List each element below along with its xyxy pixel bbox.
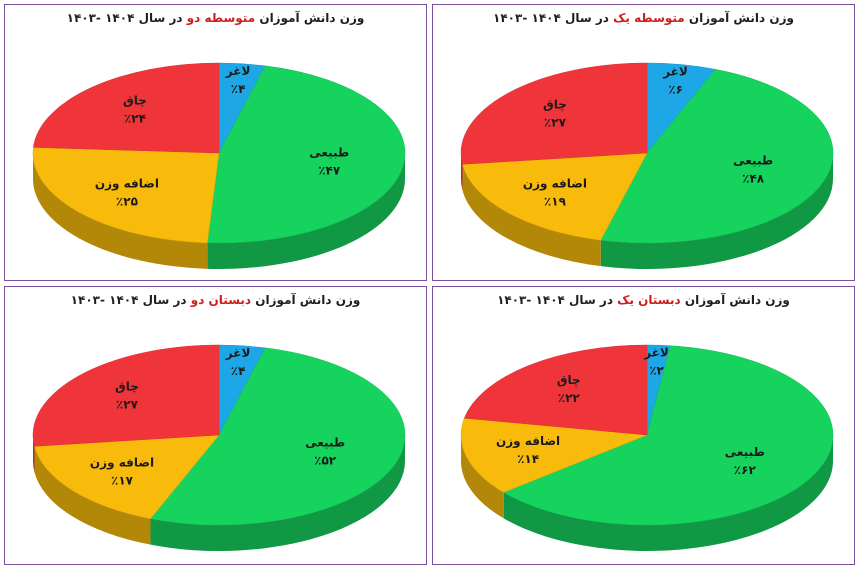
title-suffix: در سال ۱۴۰۴ -۱۴۰۳: [497, 293, 613, 307]
slice-value-2: ٪۱۴: [517, 452, 539, 466]
slice-value-0: ٪۲: [649, 363, 664, 377]
slice-label-2: اضافه وزن: [523, 176, 587, 191]
pie-chart: لاغر ٪۲ طبیعی ٪۶۲ اضافه وزن ٪۱۴ چاق ٪۲۲: [460, 344, 834, 551]
slice-label-1: طبیعی: [305, 436, 345, 450]
title-highlight: دبستان دو: [190, 293, 252, 307]
pie-side-2: [34, 446, 151, 545]
pie-side-2: [461, 435, 504, 519]
slice-value-1: ٪۶۲: [734, 463, 757, 477]
pie-slice-1: [150, 347, 406, 526]
slice-label-3: چاق: [557, 373, 581, 387]
slice-label-0: لاغر: [225, 64, 251, 78]
pie-side-1: [150, 435, 405, 551]
slice-value-3: ٪۲۷: [116, 398, 139, 412]
title-suffix: در سال ۱۴۰۴ -۱۴۰۳: [66, 11, 183, 25]
pie-slice-1: [600, 69, 834, 244]
slice-label-3: چاق: [115, 380, 139, 394]
chart-title: وزن دانش آموزان متوسطه دو در سال ۱۴۰۴ -۱…: [5, 11, 426, 25]
chart-title: وزن دانش آموزان دبستان دو در سال ۱۴۰۴ -۱…: [5, 293, 426, 307]
title-suffix: در سال ۱۴۰۴ -۱۴۰۳: [70, 293, 187, 307]
pie-side-1: [503, 435, 833, 551]
slice-value-2: ٪۱۷: [111, 473, 134, 487]
slice-value-1: ٪۴۷: [318, 163, 341, 177]
title-prefix: وزن دانش آموزان: [688, 11, 794, 25]
chart-panel-secondary-1: وزن دانش آموزان متوسطه یک در سال ۱۴۰۴ -۱…: [432, 4, 855, 281]
pie-side-2: [33, 153, 208, 269]
pie-chart: لاغر ٪۴ طبیعی ٪۴۷ اضافه وزن ٪۲۵ چاق ٪۲۴: [32, 62, 406, 269]
pie-slice-2: [34, 434, 220, 519]
slice-value-1: ٪۵۲: [314, 454, 337, 468]
pie-slice-3: [463, 344, 648, 436]
slice-label-3: چاق: [543, 98, 567, 112]
pie-slice-1: [207, 65, 406, 244]
title-suffix: در سال ۱۴۰۴ -۱۴۰۳: [493, 11, 609, 25]
pie-slice-3: [33, 62, 220, 154]
title-prefix: وزن دانش آموزان: [259, 11, 365, 25]
pie-side-3: [461, 153, 463, 191]
pie-side-1: [600, 153, 833, 269]
slice-label-2: اضافه وزن: [90, 455, 154, 470]
pie-slice-1: [503, 345, 834, 526]
slice-label-1: طبیعی: [733, 154, 773, 168]
chart-title: وزن دانش آموزان متوسطه یک در سال ۱۴۰۴ -۱…: [433, 11, 854, 25]
pie-slice-2: [462, 152, 648, 241]
chart-panel-elementary-2: وزن دانش آموزان دبستان دو در سال ۱۴۰۴ -۱…: [4, 286, 427, 565]
title-highlight: دبستان یک: [617, 293, 681, 307]
pie-slice-2: [460, 417, 648, 493]
pie-side-3: [33, 435, 35, 473]
slice-label-3: چاق: [123, 94, 147, 108]
slice-value-3: ٪۲۷: [544, 116, 567, 130]
slice-value-0: ٪۶: [668, 83, 683, 97]
slice-label-2: اضافه وزن: [95, 176, 159, 191]
slice-value-0: ٪۴: [231, 82, 246, 96]
slice-label-0: لاغر: [225, 346, 251, 360]
pie-chart: لاغر ٪۴ طبیعی ٪۵۲ اضافه وزن ٪۱۷ چاق ٪۲۷: [32, 344, 406, 551]
title-prefix: وزن دانش آموزان: [684, 293, 790, 307]
title-highlight: متوسطه یک: [613, 11, 685, 25]
slice-value-2: ٪۱۹: [544, 194, 567, 208]
pie-slice-2: [32, 147, 220, 244]
slice-value-2: ٪۲۵: [116, 194, 138, 208]
slice-label-0: لاغر: [643, 345, 669, 359]
slice-value-0: ٪۴: [231, 364, 246, 378]
pie-chart: لاغر ٪۶ طبیعی ٪۴۸ اضافه وزن ٪۱۹ چاق ٪۲۷: [460, 62, 834, 269]
chart-panel-secondary-2: وزن دانش آموزان متوسطه دو در سال ۱۴۰۴ -۱…: [4, 4, 427, 281]
title-prefix: وزن دانش آموزان: [255, 293, 361, 307]
slice-label-1: طبیعی: [309, 145, 349, 159]
slice-label-1: طبیعی: [725, 445, 765, 459]
chart-title: وزن دانش آموزان دبستان یک در سال ۱۴۰۴ -۱…: [433, 293, 854, 307]
chart-panel-elementary-1: وزن دانش آموزان دبستان یک در سال ۱۴۰۴ -۱…: [432, 286, 855, 565]
title-highlight: متوسطه دو: [186, 11, 256, 25]
pie-slice-3: [460, 62, 648, 165]
slice-value-3: ٪۲۴: [124, 112, 146, 126]
slice-value-1: ٪۴۸: [742, 172, 765, 186]
slice-label-0: لاغر: [662, 65, 688, 79]
pie-side-2: [462, 164, 601, 267]
slice-label-2: اضافه وزن: [496, 434, 560, 449]
slice-value-3: ٪۲۲: [558, 391, 581, 405]
pie-side-1: [207, 153, 405, 269]
pie-slice-3: [32, 344, 220, 447]
